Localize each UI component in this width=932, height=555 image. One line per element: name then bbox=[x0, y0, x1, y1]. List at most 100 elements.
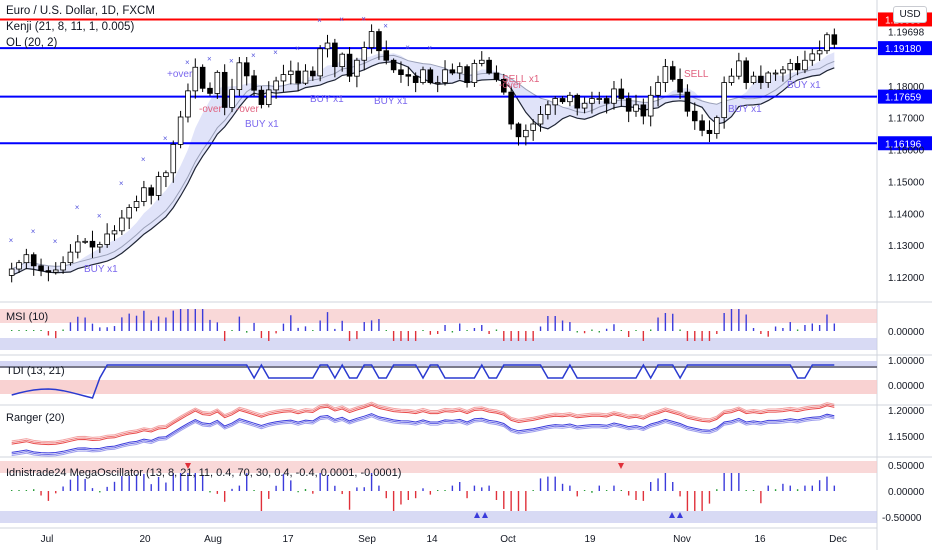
candle[interactable] bbox=[310, 66, 316, 81]
candle[interactable] bbox=[530, 119, 536, 141]
candle[interactable] bbox=[802, 50, 808, 74]
candle[interactable] bbox=[317, 45, 323, 82]
candle[interactable] bbox=[831, 28, 838, 49]
candle[interactable] bbox=[361, 41, 368, 71]
candle[interactable] bbox=[405, 66, 412, 87]
candle[interactable] bbox=[537, 105, 544, 132]
candle[interactable] bbox=[52, 262, 59, 275]
candle[interactable] bbox=[603, 95, 610, 114]
candle[interactable] bbox=[765, 71, 772, 88]
candle[interactable] bbox=[229, 78, 235, 113]
candle[interactable] bbox=[243, 57, 250, 86]
candle[interactable] bbox=[38, 258, 44, 277]
candle[interactable] bbox=[442, 60, 448, 86]
candle[interactable] bbox=[141, 180, 147, 207]
candle[interactable] bbox=[383, 40, 390, 65]
candle[interactable] bbox=[501, 73, 507, 95]
candle[interactable] bbox=[214, 70, 221, 99]
candle[interactable] bbox=[434, 75, 441, 93]
candle[interactable] bbox=[265, 81, 272, 108]
candle[interactable] bbox=[728, 68, 735, 86]
candle[interactable] bbox=[354, 57, 360, 88]
candle[interactable] bbox=[640, 98, 647, 125]
candle[interactable] bbox=[647, 86, 654, 127]
candle[interactable] bbox=[787, 58, 794, 81]
candle[interactable] bbox=[427, 67, 434, 85]
candle[interactable] bbox=[581, 97, 588, 114]
candle[interactable] bbox=[596, 91, 603, 105]
candle[interactable] bbox=[185, 83, 191, 123]
candle[interactable] bbox=[251, 69, 257, 97]
candle[interactable] bbox=[824, 32, 830, 54]
candle[interactable] bbox=[97, 241, 103, 253]
study-kenji-label[interactable]: Kenji (21, 8, 11, 1, 0.005) bbox=[6, 21, 135, 33]
candle[interactable] bbox=[163, 170, 169, 188]
tdi-title[interactable]: TDI (13, 21) bbox=[6, 365, 65, 377]
candle[interactable] bbox=[809, 48, 816, 66]
candle[interactable] bbox=[302, 64, 309, 86]
candle[interactable] bbox=[508, 85, 514, 130]
candle[interactable] bbox=[346, 46, 353, 82]
candle[interactable] bbox=[16, 259, 22, 273]
candle[interactable] bbox=[684, 84, 691, 117]
candle[interactable] bbox=[420, 66, 426, 85]
megaosc-title[interactable]: Idnistrade24 MegaOscillator (13, 8, 21, … bbox=[6, 467, 402, 479]
candle[interactable] bbox=[8, 262, 15, 283]
candle[interactable] bbox=[30, 252, 37, 276]
candle[interactable] bbox=[273, 76, 279, 99]
candle[interactable] bbox=[699, 114, 705, 137]
candle[interactable] bbox=[456, 62, 463, 80]
candle[interactable] bbox=[236, 57, 243, 96]
candle[interactable] bbox=[412, 72, 419, 93]
candle[interactable] bbox=[567, 91, 573, 107]
candle[interactable] bbox=[295, 62, 301, 91]
candle[interactable] bbox=[324, 34, 331, 58]
candle[interactable] bbox=[552, 96, 558, 115]
candle[interactable] bbox=[45, 266, 52, 282]
candle[interactable] bbox=[74, 234, 81, 259]
candle[interactable] bbox=[339, 52, 345, 72]
candle[interactable] bbox=[368, 24, 375, 54]
candle[interactable] bbox=[60, 256, 66, 274]
study-ol-label[interactable]: OL (20, 2) bbox=[6, 37, 58, 49]
candle[interactable] bbox=[750, 71, 757, 85]
candle[interactable] bbox=[280, 64, 287, 92]
candle[interactable] bbox=[82, 238, 88, 245]
candle[interactable] bbox=[155, 171, 162, 201]
candle[interactable] bbox=[288, 60, 294, 85]
candle[interactable] bbox=[677, 68, 683, 100]
candle[interactable] bbox=[714, 115, 720, 139]
candle[interactable] bbox=[449, 63, 456, 76]
candle[interactable] bbox=[625, 92, 632, 123]
candle[interactable] bbox=[523, 124, 529, 146]
candle[interactable] bbox=[721, 76, 727, 129]
candle[interactable] bbox=[706, 120, 713, 143]
candle[interactable] bbox=[669, 60, 676, 82]
candle[interactable] bbox=[611, 81, 617, 110]
candle[interactable] bbox=[633, 94, 639, 117]
candle[interactable] bbox=[207, 82, 213, 96]
candle[interactable] bbox=[486, 57, 492, 75]
candle[interactable] bbox=[148, 184, 155, 205]
candle[interactable] bbox=[398, 61, 404, 83]
candle[interactable] bbox=[736, 52, 742, 80]
candle[interactable] bbox=[589, 91, 595, 114]
candle[interactable] bbox=[471, 59, 478, 87]
candle[interactable] bbox=[177, 110, 184, 149]
candle[interactable] bbox=[119, 210, 125, 236]
candle[interactable] bbox=[662, 58, 669, 93]
candle[interactable] bbox=[126, 204, 132, 230]
candle[interactable] bbox=[515, 122, 522, 146]
candle[interactable] bbox=[655, 75, 661, 107]
candle[interactable] bbox=[89, 230, 96, 258]
candle[interactable] bbox=[332, 38, 338, 78]
candle[interactable] bbox=[545, 100, 551, 120]
candle[interactable] bbox=[618, 78, 625, 107]
candle[interactable] bbox=[199, 64, 206, 93]
candle[interactable] bbox=[493, 65, 500, 82]
candle[interactable] bbox=[464, 64, 470, 88]
candle[interactable] bbox=[772, 69, 779, 81]
candle[interactable] bbox=[104, 223, 110, 248]
candle[interactable] bbox=[133, 195, 140, 212]
